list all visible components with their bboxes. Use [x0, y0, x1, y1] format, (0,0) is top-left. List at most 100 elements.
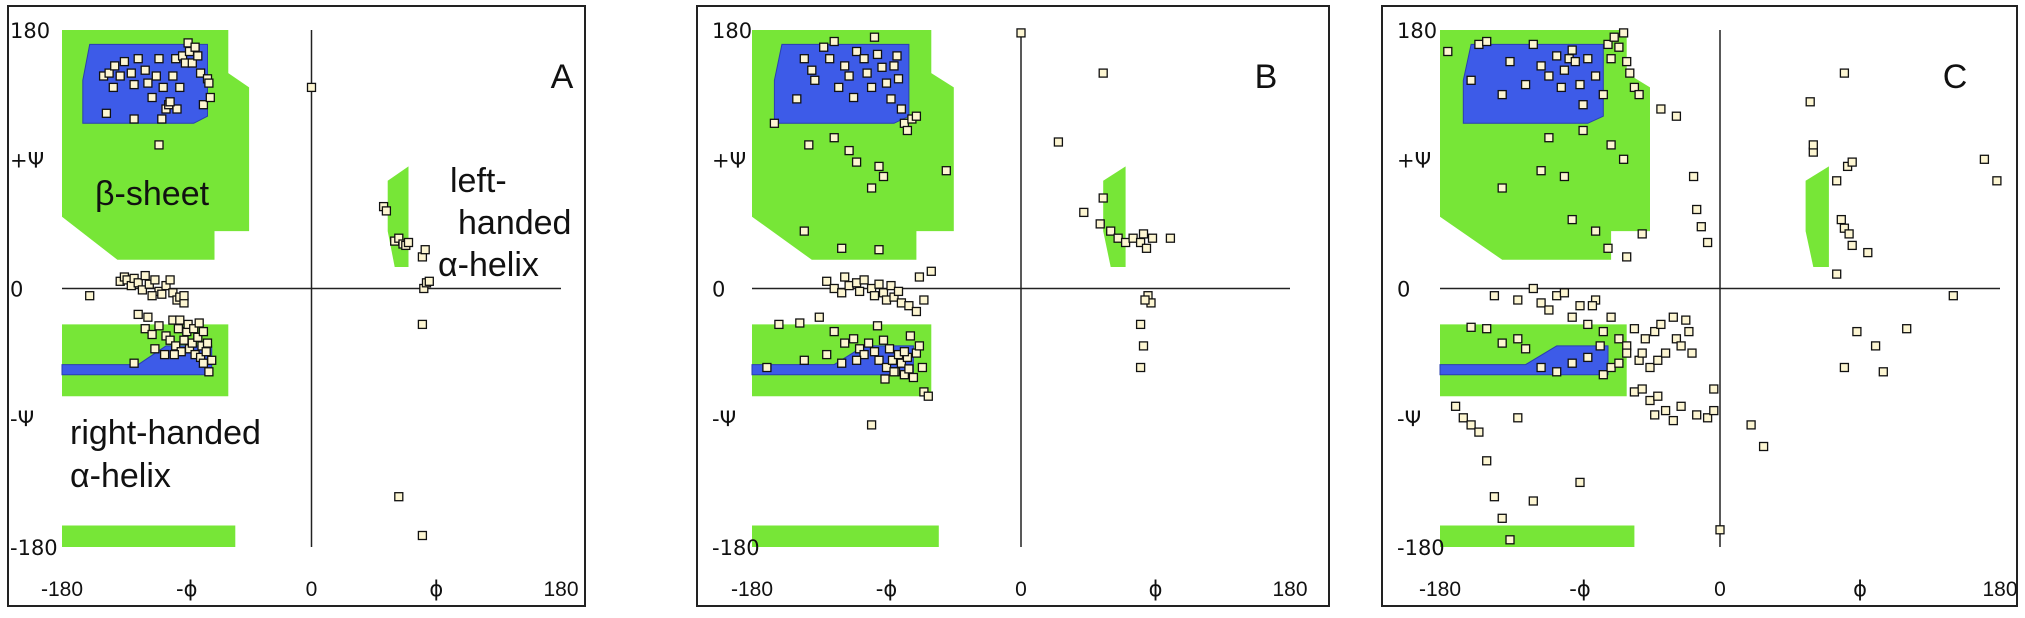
data-point: [762, 362, 772, 373]
data-point: [115, 71, 125, 81]
data-point: [1696, 222, 1706, 232]
allowed-region-4: [1805, 166, 1829, 267]
data-point: [799, 226, 809, 236]
data-point: [1650, 326, 1660, 337]
data-point: [848, 334, 859, 344]
data-point: [1839, 68, 1850, 78]
x-tick-label: -180: [1419, 578, 1461, 601]
data-point: [869, 347, 880, 357]
x-tick-label: ϕ: [1149, 577, 1163, 601]
data-point: [1528, 283, 1538, 294]
data-point: [110, 61, 120, 71]
data-point: [878, 171, 889, 182]
data-point: [844, 71, 854, 81]
data-point: [1688, 171, 1699, 182]
data-point: [1852, 326, 1862, 337]
panel-label: B: [1255, 58, 1278, 96]
data-point: [204, 78, 214, 88]
data-point: [1567, 358, 1577, 368]
x-tick-label: -180: [41, 578, 83, 601]
data-point: [151, 71, 161, 81]
data-point: [774, 319, 784, 330]
region-annotation: left-: [450, 162, 507, 200]
panel-c: -180 -ϕ 0 ϕ 180 180 +Ψ 0 -Ψ -180 C: [1381, 5, 2018, 607]
data-point: [1839, 362, 1850, 373]
data-point: [1863, 247, 1873, 258]
data-point: [807, 65, 817, 75]
data-point: [917, 362, 928, 373]
data-point: [201, 347, 211, 357]
x-tick-label: -ϕ: [876, 577, 897, 601]
data-point: [822, 349, 832, 360]
data-point: [829, 133, 839, 143]
data-point: [1567, 312, 1577, 322]
data-point: [1450, 401, 1461, 411]
data-point: [874, 355, 884, 365]
data-point: [143, 78, 153, 88]
data-point: [904, 364, 914, 374]
data-point: [829, 36, 839, 47]
data-point: [1637, 348, 1647, 358]
data-point: [1567, 45, 1577, 55]
data-point: [1138, 229, 1149, 239]
data-point: [859, 275, 869, 285]
data-point: [205, 92, 215, 103]
allowed-region-3: [1440, 525, 1635, 547]
data-point: [157, 114, 167, 124]
data-point: [198, 100, 209, 110]
data-point: [1590, 226, 1601, 236]
data-point: [1836, 214, 1846, 225]
x-tick-label: -ϕ: [176, 577, 197, 601]
data-point: [896, 298, 907, 308]
data-point: [1702, 413, 1713, 423]
region-annotation: handed: [458, 204, 571, 242]
data-point: [154, 54, 164, 64]
data-point: [158, 82, 168, 93]
data-point: [143, 312, 153, 322]
data-point: [1544, 133, 1554, 143]
data-point: [1497, 338, 1507, 348]
data-point: [204, 367, 214, 377]
data-point: [1660, 405, 1671, 416]
data-point: [1135, 319, 1146, 330]
data-point: [1053, 137, 1064, 147]
data-point: [1832, 176, 1842, 186]
data-point: [1098, 68, 1108, 78]
data-point: [825, 54, 835, 64]
data-point: [1482, 36, 1492, 47]
data-point: [129, 358, 139, 368]
data-point: [829, 283, 839, 294]
data-point: [1575, 477, 1585, 488]
data-point: [1629, 387, 1640, 397]
data-point: [1671, 334, 1682, 344]
data-point: [1614, 334, 1624, 344]
data-point: [1598, 89, 1608, 100]
data-point: [1536, 166, 1546, 176]
data-point: [108, 82, 118, 93]
data-point: [804, 140, 814, 150]
y-tick-label: -180: [712, 536, 760, 560]
data-point: [1668, 415, 1678, 426]
data-point: [129, 79, 139, 90]
y-tick-label: 180: [1397, 19, 1437, 43]
y-tick-label: -180: [10, 536, 58, 560]
data-point: [1482, 324, 1492, 334]
data-point: [1505, 535, 1515, 545]
data-point: [104, 68, 114, 78]
data-point: [1902, 324, 1912, 334]
x-tick-label: 180: [543, 578, 578, 601]
data-point: [1513, 413, 1523, 423]
data-point: [834, 82, 844, 93]
data-point: [159, 349, 170, 360]
data-point: [1681, 315, 1691, 325]
data-point: [840, 272, 850, 282]
x-tick-label: -180: [731, 578, 773, 601]
data-point: [874, 245, 884, 255]
data-point: [179, 291, 189, 301]
data-point: [1567, 214, 1577, 225]
data-point: [851, 157, 862, 167]
data-point: [1575, 79, 1585, 90]
data-point: [1687, 348, 1697, 358]
data-point: [866, 183, 877, 193]
